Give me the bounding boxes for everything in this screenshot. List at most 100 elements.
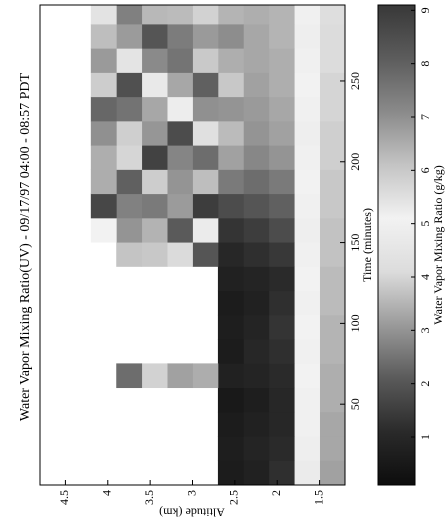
chart-title: Water Vapor Mixing Ratio(UV) - 09/17/97 … [18,72,33,421]
x-tick-label: 50 [348,398,362,410]
heatmap-cell [319,96,346,122]
heatmap-cell [319,290,346,316]
heatmap-cell [217,4,244,25]
heatmap-cell [268,193,295,219]
heatmap-cell [141,4,168,25]
heatmap-cell [243,363,270,389]
heatmap-cell [294,387,320,413]
heatmap-cell [319,4,346,25]
heatmap-cell [116,48,143,73]
heatmap-cell [116,120,143,146]
x-tick-label: 150 [348,234,362,252]
colorbar-tick-label: 6 [418,167,432,173]
colorbar [377,4,416,486]
heatmap-cell [192,169,219,195]
heatmap-cell [243,387,270,413]
heatmap-cell [268,4,295,25]
heatmap-cell [294,436,320,461]
heatmap-cell [294,339,320,364]
heatmap-cell [167,72,193,98]
heatmap-cell [167,145,193,170]
y-axis-label: Altitude (km) [159,505,225,519]
heatmap-cell [90,23,117,49]
heatmap-cell [141,145,168,170]
heatmap-cell [192,23,219,49]
heatmap-cell [243,169,270,195]
heatmap-cell [116,145,143,170]
heatmap-cell [217,96,244,122]
heatmap-cell [167,242,193,267]
heatmap-cell [319,72,346,98]
heatmap-cell [294,120,320,146]
heatmap-cell [192,217,219,243]
heatmap-cell [90,169,117,195]
heatmap-cell [116,169,143,195]
heatmap-cell [319,193,346,219]
heatmap-cell [243,460,270,485]
heatmap-cell [217,242,244,267]
heatmap-cell [319,120,346,146]
heatmap-cell [243,48,270,73]
heatmap-cell [243,72,270,98]
heatmap-cell [141,193,168,219]
heatmap-cell [217,120,244,146]
x-tick-label: 100 [348,314,362,332]
heatmap-cell [268,387,295,413]
heatmap-cell [167,4,193,25]
heatmap-cell [268,411,295,437]
heatmap-cell [116,4,143,25]
heatmap-cell [294,363,320,389]
heatmap-cell [243,145,270,170]
colorbar-tick-label: 9 [418,7,432,13]
heatmap-cell [294,23,320,49]
y-tick-label: 2.5 [227,490,241,505]
heatmap-cell [319,145,346,170]
heatmap-cell [319,266,346,292]
heatmap-cell [319,23,346,49]
heatmap-cell [294,460,320,485]
heatmap-cell [268,363,295,389]
heatmap-cell [192,363,219,389]
heatmap-cell [217,23,244,49]
heatmap-cell [141,169,168,195]
heatmap-cell [243,4,270,25]
heatmap-cell [268,460,295,485]
heatmap-cell [268,290,295,316]
heatmap-cell [294,411,320,437]
heatmap-cell [243,242,270,267]
colorbar-tick-label: 5 [418,221,432,227]
heatmap-cell [90,145,117,170]
x-axis-label: Time (minutes) [360,208,374,282]
heatmap-cell [116,242,143,267]
colorbar-tick-label: 2 [418,381,432,387]
heatmap-cell [319,411,346,437]
heatmap-cell [319,48,346,73]
heatmap-cell [319,314,346,340]
colorbar-tick-label: 1 [418,434,432,440]
heatmap-cell [90,48,117,73]
heatmap-cell [268,96,295,122]
heatmap-cell [294,4,320,25]
heatmap-cell [217,48,244,73]
heatmap-cell [116,363,143,389]
heatmap-cell [217,460,244,485]
heatmap-cell [192,4,219,25]
heatmap-cell [268,169,295,195]
heatmap-cell [319,169,346,195]
heatmap-cell [319,436,346,461]
heatmap-cell [294,266,320,292]
heatmap-cell [268,436,295,461]
heatmap-cell [141,72,168,98]
x-tick-label: 200 [348,153,362,171]
heatmap-cell [243,314,270,340]
heatmap-cell [141,96,168,122]
heatmap-cell [268,266,295,292]
heatmap-cell [268,339,295,364]
colorbar-label: Water Vapor Mixing Ratio (g/kg) [431,165,445,324]
heatmap-cell [116,96,143,122]
heatmap-cell [167,193,193,219]
heatmap-cell [294,290,320,316]
heatmap-cell [90,120,117,146]
x-tick-label: 250 [348,72,362,90]
heatmap-cell [192,72,219,98]
